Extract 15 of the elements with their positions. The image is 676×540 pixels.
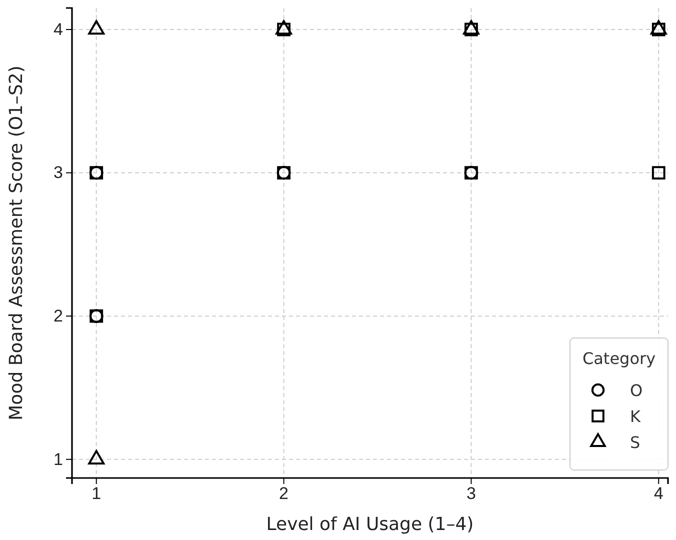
y-tick-label: 3 (54, 163, 63, 182)
x-tick-label: 2 (279, 484, 289, 504)
y-axis-title: Mood Board Assessment Score (O1–S2) (6, 66, 27, 420)
legend-label: K (630, 407, 641, 426)
x-tick-label: 3 (466, 484, 476, 504)
y-tick-label: 2 (54, 306, 63, 326)
legend-title: Category (582, 349, 656, 368)
legend-label: O (630, 381, 643, 400)
y-tick-label: 4 (54, 20, 63, 39)
point (652, 166, 666, 180)
y-tick-label: 1 (54, 450, 63, 469)
x-tick-label: 4 (654, 484, 664, 504)
x-axis-title: Level of AI Usage (1–4) (266, 514, 474, 535)
legend-label: S (630, 433, 640, 452)
x-tick-label: 1 (92, 484, 102, 504)
